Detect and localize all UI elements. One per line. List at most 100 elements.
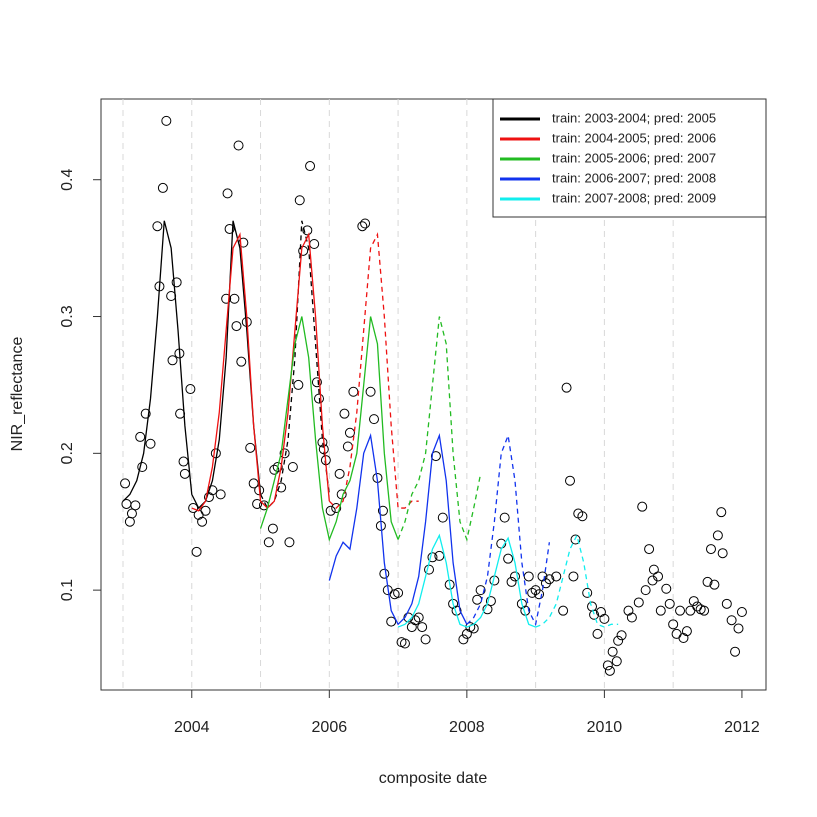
data-point [568,571,579,582]
data-point [334,468,345,479]
data-point [599,613,610,624]
data-point [406,622,417,633]
data-point [120,478,131,489]
data-point [135,431,146,442]
x-tick-label: 2010 [587,719,623,736]
data-point [427,552,438,563]
data-point [161,115,172,126]
data-point [499,512,510,523]
data-point [472,594,483,605]
fit-line [328,433,468,626]
data-point [721,598,732,609]
data-point [712,530,723,541]
x-tick-label: 2012 [724,719,760,736]
data-point [475,585,486,596]
prediction-line [328,232,419,509]
data-point [231,321,242,332]
data-point [544,574,555,585]
data-point [681,626,692,637]
data-point [357,221,368,232]
data-point [309,239,320,250]
data-point [215,489,226,500]
y-axis-label: NIR_reflectance [9,337,26,452]
prediction-line [466,433,551,627]
data-point [485,596,496,607]
data-point [726,615,737,626]
data-point [613,635,624,646]
data-point [365,386,376,397]
data-point [430,451,441,462]
data-point [616,630,627,641]
x-axis-label: composite date [379,770,488,787]
data-point [592,628,603,639]
data-point [248,478,259,489]
data-point [294,195,305,206]
data-point [587,601,598,612]
x-tick-label: 2008 [449,719,485,736]
data-point [702,576,713,587]
data-point [126,508,137,519]
prediction-line [397,316,482,542]
data-point [221,293,232,304]
data-point [434,550,445,561]
data-point [607,646,618,657]
data-point [342,441,353,452]
data-point [565,475,576,486]
data-point [448,598,459,609]
data-point [640,585,651,596]
data-point [403,612,414,623]
data-point [668,619,679,630]
data-point [717,548,728,559]
data-point [305,161,316,172]
data-point [188,503,199,514]
data-point [551,571,562,582]
data-point [386,616,397,627]
data-point [293,379,304,390]
data-point [558,605,569,616]
data-point [420,634,431,645]
data-point [279,448,290,459]
data-point [137,462,148,473]
data-point [200,505,211,516]
data-point [245,442,256,453]
data-point [653,571,664,582]
data-point [252,498,263,509]
data-point [602,660,613,671]
data-point [506,576,517,587]
data-point [130,500,141,511]
data-point [272,462,283,473]
data-point [185,384,196,395]
data-point [705,544,716,555]
data-point [193,509,204,520]
data-point [523,571,534,582]
data-point [577,511,588,522]
data-point [167,355,178,366]
data-point [377,505,388,516]
data-point [348,386,359,397]
data-point [302,225,313,236]
data-point [678,633,689,644]
data-point [458,634,469,645]
data-point [699,605,710,616]
y-tick-label: 0.1 [59,579,76,601]
fit-line [259,316,399,542]
fit-line [191,232,330,512]
data-point [325,505,336,516]
data-point [224,223,235,234]
data-point [140,408,151,419]
data-point [157,182,168,193]
data-point [360,218,371,229]
data-point [570,534,581,545]
plot-frame [100,98,767,691]
data-point [527,587,538,598]
data-point [233,140,244,151]
data-point [633,597,644,608]
data-point [369,414,380,425]
data-point [611,656,622,667]
data-point [437,512,448,523]
data-point [503,553,514,564]
legend-label: train: 2003-2004; pred: 2005 [552,110,716,125]
data-point [284,537,295,548]
data-point [730,646,741,657]
legend-label: train: 2006-2007; pred: 2008 [552,170,716,185]
